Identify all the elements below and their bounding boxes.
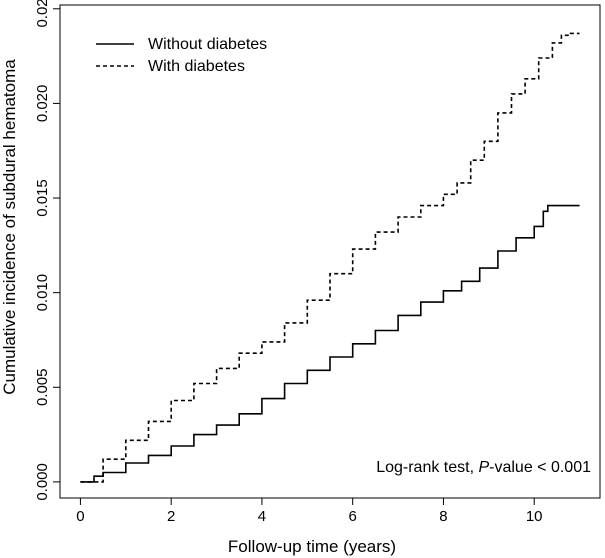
y-tick-label: 0.015 — [34, 179, 51, 217]
legend-label: Without diabetes — [148, 36, 267, 53]
x-tick-label: 10 — [526, 508, 543, 525]
series-with-diabetes — [80, 32, 580, 483]
x-axis-title: Follow-up time (years) — [228, 537, 396, 556]
logrank-annotation: Log-rank test, P-value < 0.001 — [376, 459, 591, 476]
x-axis: 0 2 4 6 8 10 — [76, 498, 543, 525]
x-tick-label: 4 — [258, 508, 266, 525]
annotation-p-symbol: P — [478, 459, 489, 476]
y-tick-label: 0.020 — [34, 85, 51, 123]
y-tick-label: 0.010 — [34, 274, 51, 312]
y-tick-label: 0.025 — [34, 0, 51, 28]
annotation-suffix: -value < 0.001 — [489, 459, 591, 476]
legend: Without diabetes With diabetes — [96, 36, 267, 75]
x-tick-label: 2 — [167, 508, 175, 525]
y-tick-label: 0.005 — [34, 369, 51, 407]
y-axis: 0.000 0.005 0.010 0.015 0.020 0.025 — [34, 0, 60, 501]
legend-label: With diabetes — [148, 58, 245, 75]
series-group — [80, 32, 580, 483]
x-tick-label: 0 — [76, 508, 84, 525]
x-tick-label: 8 — [439, 508, 447, 525]
x-tick-label: 6 — [349, 508, 357, 525]
series-without-diabetes — [80, 204, 580, 483]
y-tick-label: 0.000 — [34, 463, 51, 501]
annotation-prefix: Log-rank test, — [376, 459, 478, 476]
plot-frame — [59, 4, 601, 499]
y-axis-title: Cumulative incidence of subdural hematom… — [0, 59, 19, 395]
